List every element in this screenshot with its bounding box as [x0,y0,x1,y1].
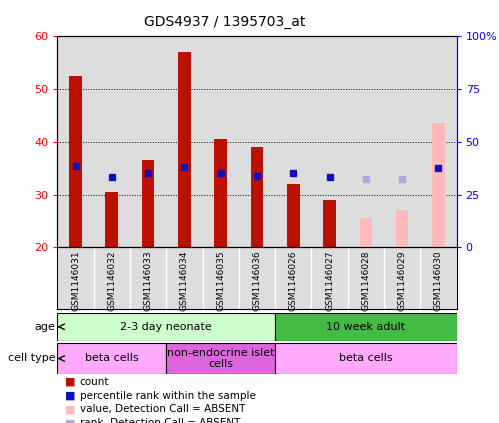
Bar [275,343,457,374]
Bar [348,36,384,247]
Text: GSM1146034: GSM1146034 [180,250,189,311]
Bar [323,200,336,247]
Bar [142,160,155,247]
Text: percentile rank within the sample: percentile rank within the sample [80,390,255,401]
Text: cell type: cell type [7,354,55,363]
Bar [250,147,263,247]
Text: rank, Detection Call = ABSENT: rank, Detection Call = ABSENT [80,418,240,423]
Bar [57,36,94,247]
Text: 10 week adult: 10 week adult [326,322,405,332]
Bar [359,218,372,247]
Text: non-endocrine islet
cells: non-endocrine islet cells [167,348,274,369]
Text: GSM1146031: GSM1146031 [71,250,80,311]
Text: ■: ■ [65,390,75,401]
Text: GSM1146026: GSM1146026 [289,250,298,311]
Bar [94,36,130,247]
Bar [178,52,191,247]
Bar [203,36,239,247]
Text: 2-3 day neonate: 2-3 day neonate [120,322,212,332]
Bar [275,36,311,247]
Text: GSM1146027: GSM1146027 [325,250,334,311]
Bar [130,36,166,247]
Text: GDS4937 / 1395703_at: GDS4937 / 1395703_at [144,15,305,29]
Text: ■: ■ [65,404,75,415]
Text: GSM1146030: GSM1146030 [434,250,443,311]
Text: GSM1146028: GSM1146028 [361,250,370,311]
Bar [287,184,299,247]
Text: GSM1146029: GSM1146029 [398,250,407,311]
Bar [311,36,348,247]
Text: GSM1146033: GSM1146033 [144,250,153,311]
Text: value, Detection Call = ABSENT: value, Detection Call = ABSENT [80,404,245,415]
Bar [166,36,203,247]
Bar [166,343,275,374]
Bar [420,36,457,247]
Text: count: count [80,376,109,387]
Bar [57,313,275,341]
Bar [384,36,420,247]
Bar [239,36,275,247]
Text: beta cells: beta cells [339,354,393,363]
Text: GSM1146032: GSM1146032 [107,250,116,311]
Text: GSM1146036: GSM1146036 [252,250,261,311]
Bar [432,123,445,247]
Bar [215,139,227,247]
Bar [275,313,457,341]
Text: GSM1146035: GSM1146035 [216,250,225,311]
Bar [69,76,82,247]
Text: age: age [34,322,55,332]
Text: beta cells: beta cells [85,354,139,363]
Text: ■: ■ [65,418,75,423]
Bar [57,343,166,374]
Bar [105,192,118,247]
Text: ■: ■ [65,376,75,387]
Bar [396,211,409,247]
